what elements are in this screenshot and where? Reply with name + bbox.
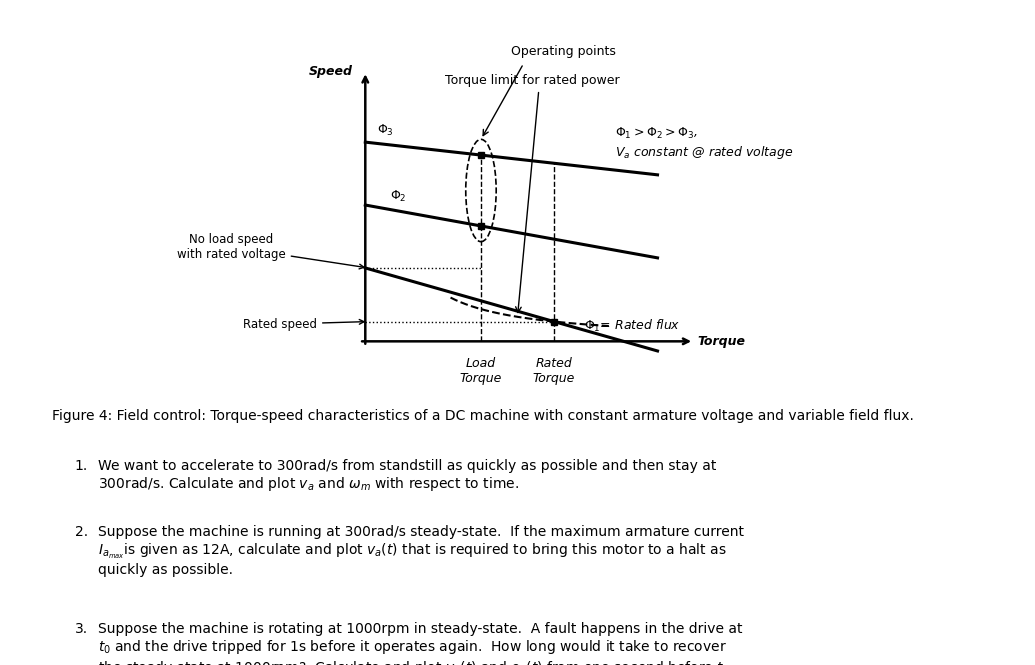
Text: Figure 4: Field control: Torque-speed characteristics of a DC machine with const: Figure 4: Field control: Torque-speed ch… [52, 409, 914, 423]
Text: Operating points: Operating points [511, 45, 616, 59]
Text: No load speed
with rated voltage: No load speed with rated voltage [177, 233, 364, 269]
Text: 3.: 3. [75, 622, 88, 636]
Text: We want to accelerate to 300rad/s from standstill as quickly as possible and the: We want to accelerate to 300rad/s from s… [98, 459, 716, 493]
Text: $\Phi_3$: $\Phi_3$ [378, 123, 394, 138]
Text: Speed: Speed [309, 65, 353, 78]
Text: Suppose the machine is rotating at 1000rpm in steady-state.  A fault happens in : Suppose the machine is rotating at 1000r… [98, 622, 743, 665]
Text: Rated speed: Rated speed [243, 318, 364, 331]
Text: $\Phi_1 > \Phi_2 > \Phi_3$,
$V_a$ constant @ rated voltage: $\Phi_1 > \Phi_2 > \Phi_3$, $V_a$ consta… [615, 126, 794, 161]
Text: Torque: Torque [698, 335, 745, 348]
Text: 1.: 1. [75, 459, 88, 473]
Text: Rated
Torque: Rated Torque [533, 357, 575, 385]
Text: Load
Torque: Load Torque [460, 357, 502, 385]
Text: $\Phi_1$= Rated flux: $\Phi_1$= Rated flux [585, 318, 681, 334]
Text: 2.: 2. [75, 525, 88, 539]
Text: Torque limit for rated power: Torque limit for rated power [445, 74, 620, 87]
Text: Suppose the machine is running at 300rad/s steady-state.  If the maximum armatur: Suppose the machine is running at 300rad… [98, 525, 744, 577]
Text: $\Phi_2$: $\Phi_2$ [389, 189, 406, 204]
